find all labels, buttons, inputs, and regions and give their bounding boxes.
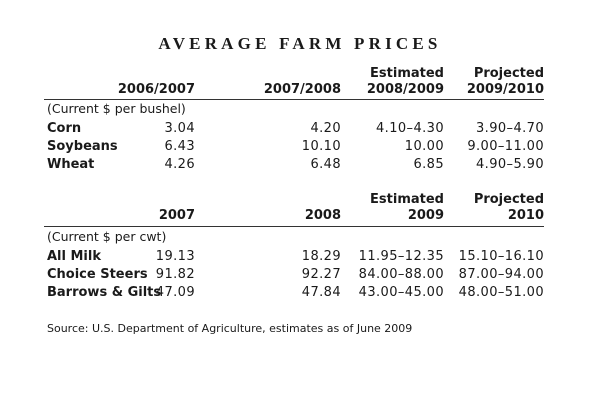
table-cell: 4.90–5.90 bbox=[476, 157, 544, 172]
unit-label: (Current $ per bushel) bbox=[47, 101, 186, 116]
source-note: Source: U.S. Department of Agriculture, … bbox=[47, 322, 413, 335]
table-cell: 15.10–16.10 bbox=[458, 249, 544, 264]
table-cell: 4.20 bbox=[310, 121, 341, 136]
table-cell: 87.00–94.00 bbox=[458, 267, 544, 282]
table-cell: 11.95–12.35 bbox=[358, 249, 444, 264]
row-label: All Milk bbox=[47, 249, 101, 264]
table-cell: 3.04 bbox=[164, 121, 195, 136]
table-cell: 10.10 bbox=[301, 139, 341, 154]
table-cell: 6.48 bbox=[310, 157, 341, 172]
table-cell: 47.09 bbox=[155, 285, 195, 300]
page-title: AVERAGE FARM PRICES bbox=[158, 34, 442, 53]
table-cell: 84.00–88.00 bbox=[358, 267, 444, 282]
table-cell: 4.10–4.30 bbox=[376, 121, 444, 136]
col-header-estimated-label: Estimated bbox=[370, 66, 444, 81]
table-cell: 91.82 bbox=[155, 267, 195, 282]
table-cell: 43.00–45.00 bbox=[358, 285, 444, 300]
row-label: Choice Steers bbox=[47, 267, 148, 282]
table-cell: 18.29 bbox=[301, 249, 341, 264]
unit-label: (Current $ per cwt) bbox=[47, 229, 167, 244]
table-cell: 3.90–4.70 bbox=[476, 121, 544, 136]
col-header-2007-2008: 2007/2008 bbox=[263, 82, 341, 97]
col-header-2009-2010: 2009/2010 bbox=[466, 82, 544, 97]
table-cell: 10.00 bbox=[404, 139, 444, 154]
header-rule bbox=[44, 99, 544, 100]
table-cell: 9.00–11.00 bbox=[467, 139, 544, 154]
table-cell: 48.00–51.00 bbox=[458, 285, 544, 300]
row-label: Soybeans bbox=[47, 139, 118, 154]
col-header-2007: 2007 bbox=[158, 208, 195, 223]
col-header-estimated-label: Estimated bbox=[370, 192, 444, 207]
col-header-2006-2007: 2006/2007 bbox=[117, 82, 195, 97]
table-cell: 6.85 bbox=[413, 157, 444, 172]
col-header-2008-2009: 2008/2009 bbox=[366, 82, 444, 97]
table-cell: 19.13 bbox=[155, 249, 195, 264]
row-label: Barrows & Gilts bbox=[47, 285, 162, 300]
table-cell: 47.84 bbox=[301, 285, 341, 300]
col-header-2009: 2009 bbox=[407, 208, 444, 223]
col-header-projected-label: Projected bbox=[473, 192, 544, 207]
table-cell: 4.26 bbox=[164, 157, 195, 172]
row-label: Wheat bbox=[47, 157, 95, 172]
header-rule bbox=[44, 226, 544, 227]
col-header-projected-label: Projected bbox=[473, 66, 544, 81]
col-header-2008: 2008 bbox=[304, 208, 341, 223]
table-cell: 6.43 bbox=[164, 139, 195, 154]
row-label: Corn bbox=[47, 121, 82, 136]
table-cell: 92.27 bbox=[301, 267, 341, 282]
col-header-2010: 2010 bbox=[507, 208, 544, 223]
